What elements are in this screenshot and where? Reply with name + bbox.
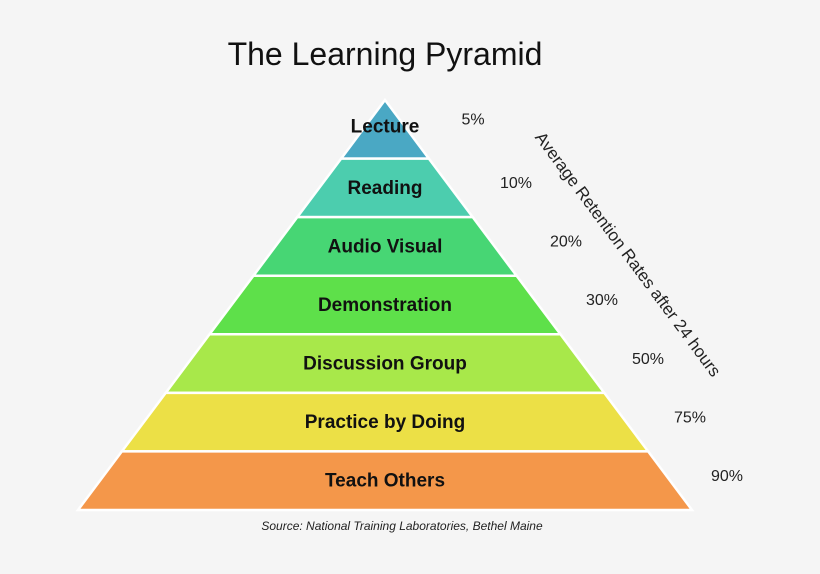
level-label: Discussion Group: [303, 354, 467, 375]
pyramid-level-teach-others: [75, 450, 695, 512]
level-label: Lecture: [351, 116, 420, 137]
retention-rate: 10%: [500, 175, 532, 192]
level-label: Audio Visual: [328, 236, 443, 257]
retention-rate: 90%: [711, 468, 743, 485]
level-label: Practice by Doing: [305, 412, 466, 433]
retention-rate: 50%: [632, 351, 664, 368]
retention-rate: 5%: [461, 112, 484, 129]
retention-rate: 30%: [586, 292, 618, 309]
level-label: Demonstration: [318, 295, 452, 316]
retention-rate: 20%: [550, 234, 582, 251]
level-label: Teach Others: [325, 471, 445, 492]
retention-rate: 75%: [674, 409, 706, 426]
source-note: Source: National Training Laboratories, …: [261, 519, 543, 533]
level-label: Reading: [348, 178, 423, 199]
diagram-title: The Learning Pyramid: [228, 36, 543, 72]
